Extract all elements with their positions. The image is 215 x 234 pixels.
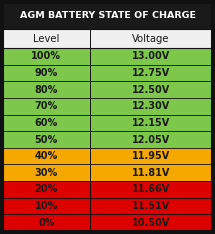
Text: 11.66V: 11.66V [132, 184, 170, 194]
Text: 12.50V: 12.50V [132, 84, 170, 95]
Bar [3, 214, 212, 231]
Text: 80%: 80% [35, 84, 58, 95]
Bar [3, 165, 212, 181]
Bar [3, 65, 212, 81]
Text: 12.75V: 12.75V [132, 68, 170, 78]
Bar [3, 198, 212, 214]
Bar [3, 81, 212, 98]
Bar [3, 98, 212, 115]
Text: 60%: 60% [35, 118, 58, 128]
Bar [3, 48, 212, 65]
Bar [3, 181, 212, 198]
Bar [3, 131, 212, 148]
Text: 13.00V: 13.00V [132, 51, 170, 61]
Text: 50%: 50% [35, 135, 58, 145]
Bar [3, 148, 212, 165]
Text: Voltage: Voltage [132, 33, 170, 44]
Text: 12.15V: 12.15V [132, 118, 170, 128]
Text: 0%: 0% [38, 218, 55, 228]
Text: 40%: 40% [35, 151, 58, 161]
Text: 30%: 30% [35, 168, 58, 178]
Bar [3, 3, 212, 29]
Text: 90%: 90% [35, 68, 58, 78]
Text: 100%: 100% [31, 51, 61, 61]
Text: 11.51V: 11.51V [132, 201, 170, 211]
Bar [3, 115, 212, 131]
Text: 11.95V: 11.95V [132, 151, 170, 161]
Text: Level: Level [33, 33, 60, 44]
Text: 12.05V: 12.05V [132, 135, 170, 145]
Text: 10%: 10% [35, 201, 58, 211]
Text: 70%: 70% [35, 101, 58, 111]
Text: 20%: 20% [35, 184, 58, 194]
Bar [3, 29, 212, 48]
Text: 12.30V: 12.30V [132, 101, 170, 111]
Text: AGM BATTERY STATE OF CHARGE: AGM BATTERY STATE OF CHARGE [20, 11, 195, 21]
Text: 10.50V: 10.50V [132, 218, 170, 228]
Text: 11.81V: 11.81V [132, 168, 170, 178]
